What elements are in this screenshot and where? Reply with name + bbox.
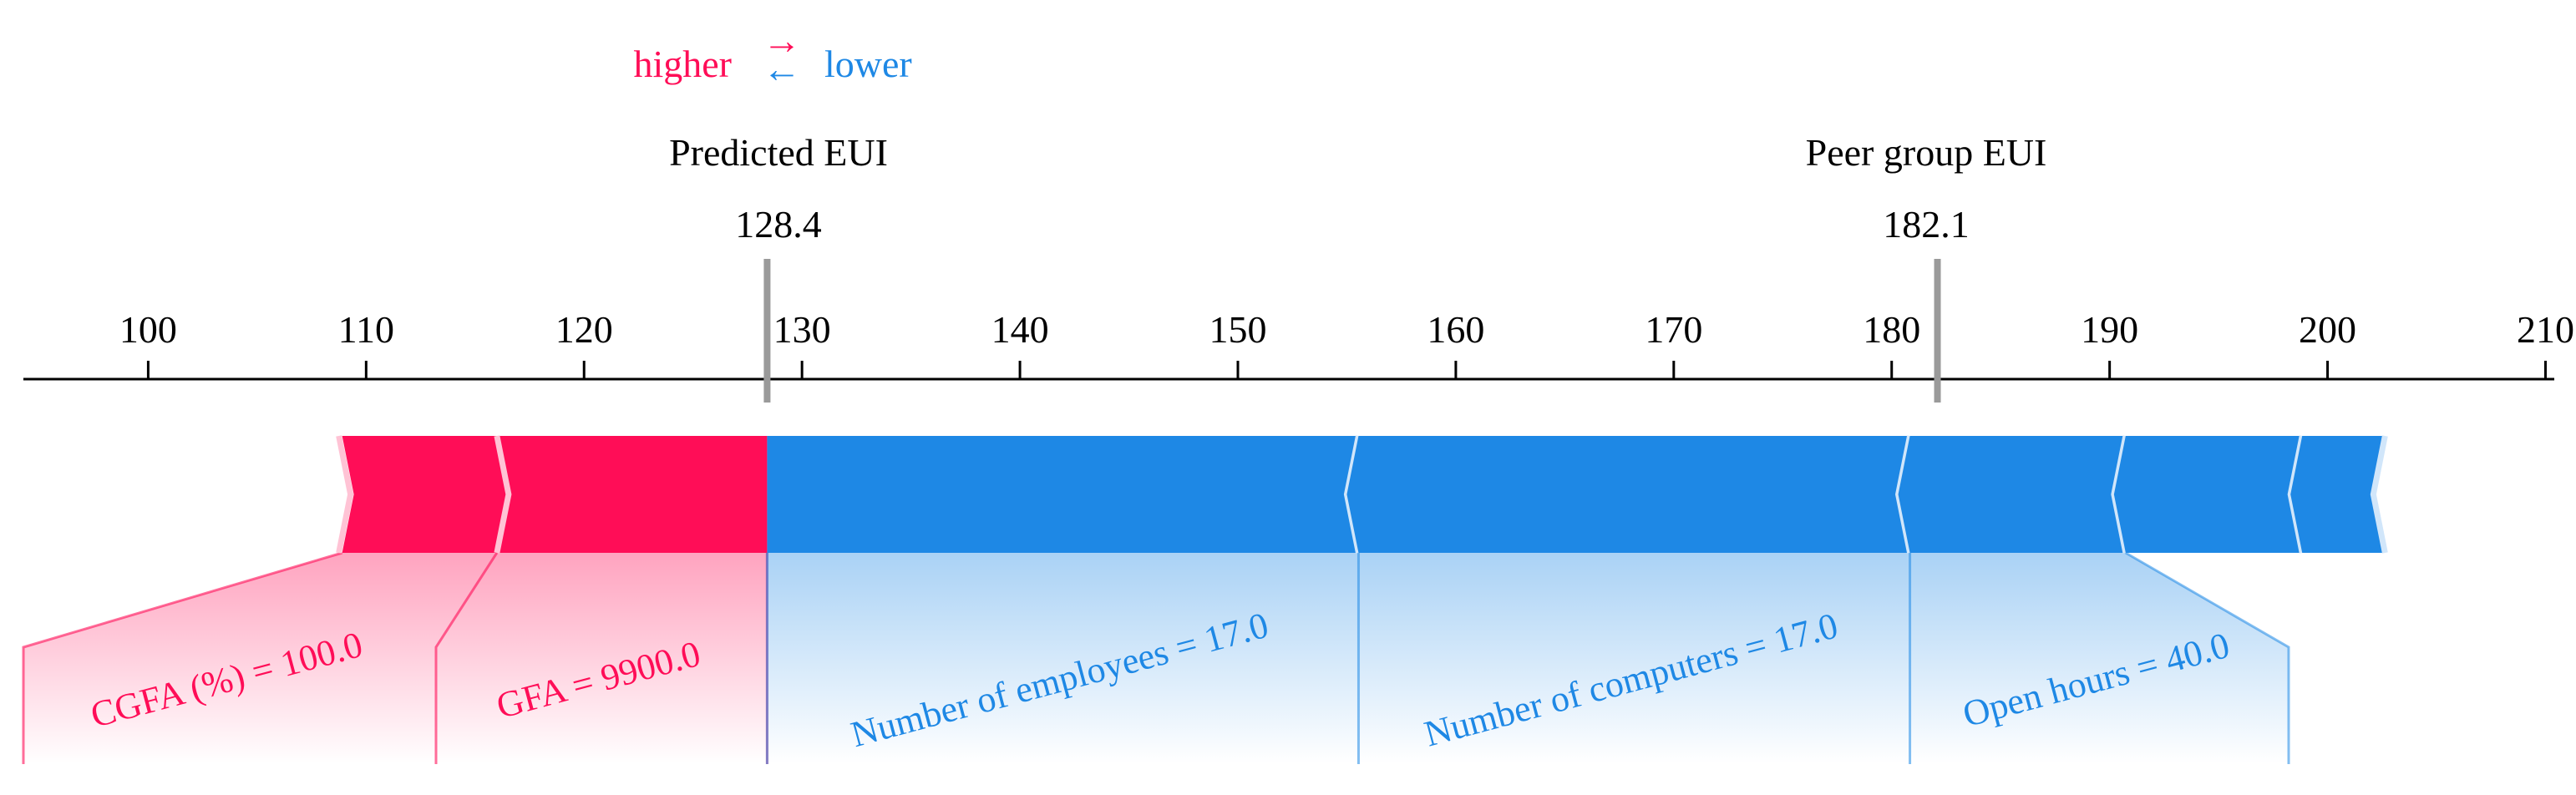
- axis-tick-label: 170: [1645, 308, 1702, 351]
- predicted-value: 128.4: [735, 203, 822, 246]
- axis-tick-label: 130: [773, 308, 831, 351]
- connector-fill-negative: [767, 553, 1359, 764]
- bar-segment-negative: [1346, 436, 1910, 553]
- bar-segment-negative: [767, 436, 1359, 553]
- legend: higher → ← lower: [633, 19, 911, 90]
- bar-segment-positive: [496, 436, 768, 553]
- axis-tick-label: 140: [991, 308, 1049, 351]
- axis-tick-label: 110: [338, 308, 394, 351]
- connector-line: [434, 552, 499, 764]
- connector-fill-positive: [23, 553, 499, 764]
- feature-connectors: [22, 551, 2290, 764]
- predicted-label: Predicted EUI: [669, 131, 888, 174]
- axis-tick-label: 150: [1209, 308, 1266, 351]
- axis-tick-label: 180: [1863, 308, 1920, 351]
- axis-tick-label: 210: [2517, 308, 2574, 351]
- connector-fill-negative: [1909, 553, 2289, 764]
- bar-end-cap: [2370, 435, 2388, 554]
- legend-right-arrow-icon: →: [763, 19, 801, 62]
- bar-separator: [494, 435, 512, 554]
- peer-group-value: 182.1: [1883, 203, 1970, 246]
- bar-segment-negative: [1898, 436, 2126, 553]
- axis-tick-label: 200: [2299, 308, 2356, 351]
- axis-tick-label: 120: [555, 308, 613, 351]
- force-bars: [336, 435, 2388, 554]
- bar-segment-positive: [342, 436, 509, 553]
- bar-segment-negative: [2113, 436, 2303, 553]
- peer-group-label: Peer group EUI: [1806, 131, 2047, 174]
- legend-higher-label: higher: [633, 43, 732, 85]
- axis-tick-label: 160: [1427, 308, 1484, 351]
- legend-lower-label: lower: [824, 43, 912, 85]
- legend-left-arrow-icon: ←: [763, 48, 801, 90]
- x-axis: 100 110 120 130 140 150 160 170 180 190 200 210: [23, 308, 2574, 381]
- axis-tick-label: 100: [119, 308, 177, 351]
- connector-fill-positive: [436, 553, 768, 764]
- bar-end-cap: [336, 435, 354, 554]
- axis-tick-label: 190: [2081, 308, 2138, 351]
- bar-segment-negative: [2290, 436, 2386, 553]
- connector-line: [22, 551, 343, 764]
- connector-fill-negative: [1358, 553, 1910, 764]
